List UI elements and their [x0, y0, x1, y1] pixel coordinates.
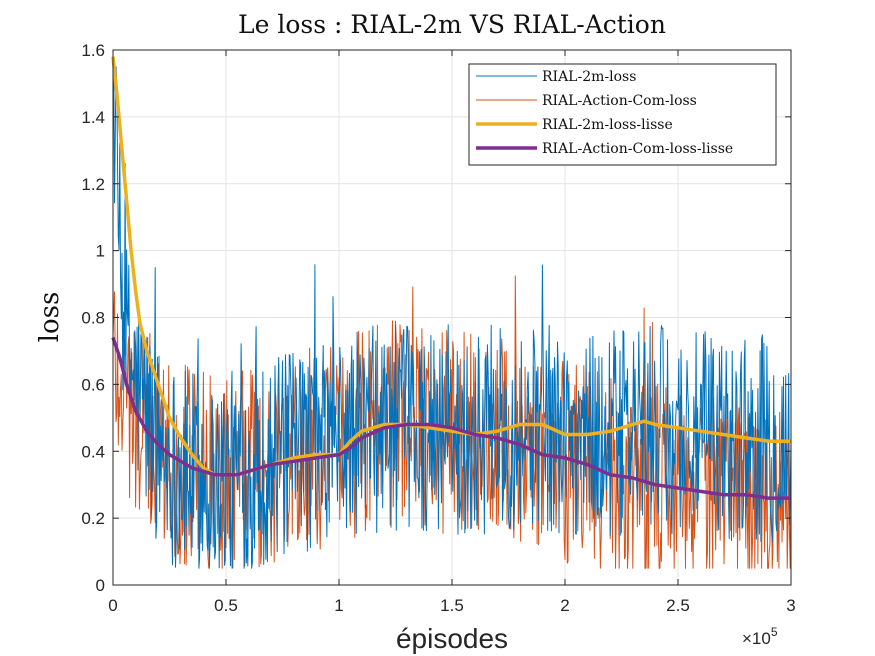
legend-label-rial-action-com-loss: RIAL-Action-Com-loss [542, 93, 697, 109]
chart-title: Le loss : RIAL-2m VS RIAL-Action [238, 10, 666, 39]
series-layer [111, 56, 792, 569]
y-tick-label: 1.6 [81, 41, 105, 60]
x-tick-label: 0.5 [214, 596, 238, 615]
legend: RIAL-2m-loss RIAL-Action-Com-loss RIAL-2… [468, 63, 777, 166]
x-tick-label: 1.5 [440, 596, 464, 615]
y-tick-label: 1 [96, 242, 105, 261]
series-line-rial-action-com-loss-lisse [111, 337, 791, 500]
y-tick-label: 0.6 [81, 375, 105, 394]
legend-label-rial-2m-loss: RIAL-2m-loss [542, 69, 636, 85]
series-line-rial-2m-loss-lisse [111, 56, 791, 477]
x-tick-label: 2.5 [666, 596, 690, 615]
x-axis-label: épisodes [396, 623, 508, 654]
legend-label-rial-2m-loss-lisse: RIAL-2m-loss-lisse [542, 117, 673, 133]
legend-label-rial-action-com-loss-lisse: RIAL-Action-Com-loss-lisse [542, 141, 733, 157]
axis-ticks: 0 0.5 1 1.5 2 2.5 3 0 0.2 0.4 0.6 0.8 1 1.2 1.4 1.6 [81, 41, 795, 615]
x-tick-label: 0 [108, 596, 117, 615]
y-tick-label: 0.8 [81, 309, 105, 328]
y-tick-label: 0 [96, 576, 105, 595]
x-tick-label: 3 [786, 596, 795, 615]
y-tick-label: 0.2 [81, 509, 105, 528]
y-tick-label: 1.4 [81, 108, 105, 127]
y-tick-label: 0.4 [81, 442, 105, 461]
series-line-rial-2m-loss [112, 66, 792, 569]
x-axis-multiplier: ×105 [742, 625, 778, 648]
x-tick-label: 1 [334, 596, 343, 615]
x-tick-label: 2 [560, 596, 569, 615]
y-axis-label: loss [35, 292, 65, 343]
y-tick-label: 1.2 [81, 175, 105, 194]
